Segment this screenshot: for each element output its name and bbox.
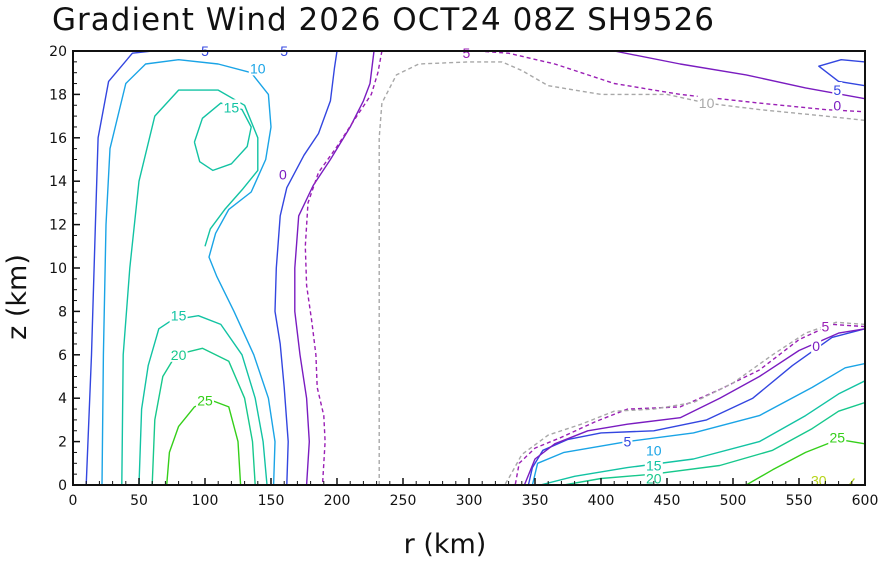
contour-label-bg [461, 45, 472, 61]
contour-line-5 [274, 51, 338, 485]
x-tick-label: 250 [390, 493, 417, 509]
contour-lines [85, 51, 865, 485]
contour-label: 5 [822, 319, 830, 335]
x-tick-label: 400 [588, 493, 615, 509]
x-axis-label: r (km) [404, 529, 487, 560]
contour-label: 0 [279, 167, 287, 183]
contour-label-bg [277, 166, 288, 182]
x-tick-label: 500 [720, 493, 747, 509]
contour-line-15 [138, 315, 268, 485]
y-tick-label: 18 [49, 87, 67, 103]
y-tick-label: 8 [58, 304, 67, 320]
contour-line-25 [745, 438, 865, 485]
contour-label: 10 [699, 95, 715, 111]
y-tick-label: 2 [58, 435, 67, 451]
contour-label: 0 [833, 97, 841, 113]
contour-label: 10 [250, 60, 266, 76]
contour-line-5 [85, 51, 153, 485]
contour-label-bg [248, 60, 267, 76]
contour-label-bg [811, 338, 822, 354]
contour-line-10 [531, 362, 865, 485]
contour-label: 0 [812, 338, 820, 354]
contour-label: 15 [171, 308, 187, 324]
contour-label: 25 [197, 392, 213, 408]
contour-label: 25 [829, 429, 845, 445]
contour-line--5 [304, 51, 383, 485]
x-tick-label: 600 [852, 493, 879, 509]
y-tick-label: 16 [49, 131, 67, 147]
contour-label: 5 [462, 45, 470, 61]
contour-line-15 [193, 102, 252, 172]
contour-label-bg [222, 99, 241, 115]
contour-label: 15 [646, 457, 662, 473]
contour-line--5 [514, 323, 865, 485]
y-axis-label: z (km) [2, 254, 33, 340]
contour-line-10 [101, 59, 276, 485]
x-tick-label: 50 [130, 493, 148, 509]
contour-label: 5 [624, 434, 632, 450]
contour-label-bg [828, 429, 847, 445]
contour-label-bg [820, 318, 831, 334]
contour-line-15 [121, 89, 259, 485]
y-tick-label: 6 [58, 348, 67, 364]
contour-label-bg [169, 307, 188, 323]
contour-label: 20 [171, 347, 187, 363]
contour-label: 5 [833, 82, 841, 98]
contour-label-bg [832, 82, 843, 98]
contour-label: 20 [646, 470, 662, 486]
y-axis: 0 2 4 6 8 10 12 14 16 18 20 [49, 44, 80, 494]
chart-title: Gradient Wind 2026 OCT24 08Z SH9526 [52, 2, 715, 38]
contour-line-25 [166, 399, 242, 485]
contour-line-5 [818, 59, 865, 87]
x-tick-label: 350 [522, 493, 549, 509]
contour-label-bg [809, 472, 828, 488]
y-tick-label: 14 [49, 174, 67, 190]
x-tick-label: 550 [786, 493, 813, 509]
contour-line--10 [378, 61, 865, 485]
x-tick-label: 100 [192, 493, 219, 509]
plot-frame [72, 50, 866, 486]
contour-line-0 [294, 51, 375, 485]
y-tick-label: 12 [49, 218, 67, 234]
x-tick-label: 150 [258, 493, 285, 509]
contour-label-bg [622, 433, 633, 449]
y-tick-label: 10 [49, 261, 67, 277]
contour-label-bg [196, 392, 214, 408]
x-tick-label: 450 [654, 493, 681, 509]
contour-line-15 [540, 380, 865, 485]
contour-label-bg [644, 457, 663, 473]
contour-label-bg [644, 442, 663, 458]
contour-label-bg [644, 470, 663, 486]
contour-label-bg [697, 95, 716, 111]
contour-line--10 [504, 321, 865, 485]
y-tick-label: 20 [49, 44, 67, 60]
contour-line-20 [563, 401, 865, 485]
x-tick-label: 200 [324, 493, 351, 509]
x-tick-label: 0 [69, 493, 78, 509]
contour-line-0 [614, 51, 865, 100]
contour-label-bg [832, 97, 843, 113]
contour-label: 15 [224, 99, 240, 115]
x-axis: 0 50 100 150 200 250 300 350 400 450 500 550 600 [69, 478, 879, 509]
y-tick-label: 4 [58, 391, 67, 407]
contour-label: 10 [646, 442, 662, 458]
contour-label: 30 [811, 473, 827, 489]
contour-line--5 [478, 51, 865, 113]
y-tick-label: 0 [58, 478, 67, 494]
x-tick-label: 300 [456, 493, 483, 509]
contour-label-bg [169, 346, 188, 362]
contour-line-20 [151, 347, 256, 485]
